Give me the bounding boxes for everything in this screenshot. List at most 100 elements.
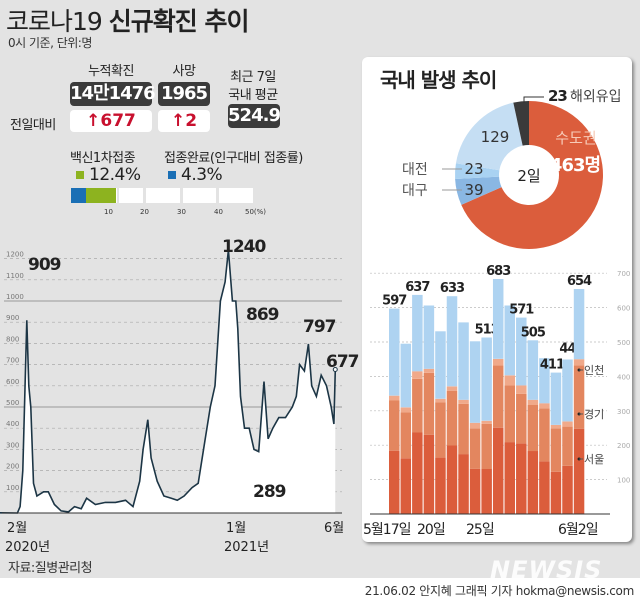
bar-segment <box>423 368 435 373</box>
y-tick-label: 700 <box>6 357 19 365</box>
y-tick-label: 400 <box>617 373 630 381</box>
bar-segment <box>516 317 527 386</box>
leader-line <box>523 96 544 103</box>
green-legend-icon <box>76 171 84 179</box>
bar-segment <box>573 359 585 366</box>
title-part: 코로나19 <box>6 7 103 36</box>
bar-segment <box>458 403 469 455</box>
bar-label: 654 <box>567 274 592 289</box>
y-tick-label: 1100 <box>6 272 24 280</box>
bar-segment <box>481 423 492 469</box>
bar-segment <box>573 428 585 514</box>
y-tick-label: 100 <box>6 484 19 492</box>
bar-segment <box>527 340 539 400</box>
bar-segment <box>435 402 446 458</box>
cumulative-change: ↑677 <box>70 110 152 132</box>
bar-segment <box>458 322 469 400</box>
bar-segment <box>492 358 504 366</box>
series-label: 인천 <box>584 363 604 377</box>
bar-segment <box>469 468 481 514</box>
pie-slice <box>461 101 603 250</box>
y-tick-label: 600 <box>6 378 19 386</box>
bar-segment <box>481 337 492 421</box>
x-tick-label: 5월17일 <box>363 522 411 538</box>
y-tick-label: 100 <box>617 477 630 485</box>
vaccine-first-label: 백신1차접종 <box>70 151 136 166</box>
y-tick-label: 200 <box>617 442 630 450</box>
avg-value: 524.9 <box>228 104 281 128</box>
bar-segment <box>458 399 469 404</box>
y-tick-label: 500 <box>617 339 630 347</box>
bar-segment <box>400 407 412 413</box>
x-tick-label: 20일 <box>417 522 445 538</box>
peak-label: 1240 <box>222 237 266 257</box>
newsis-logo: NEWSIS <box>490 556 603 584</box>
x-tick-label: 6월 <box>324 521 344 536</box>
bar-segment <box>573 365 585 429</box>
bar-label: 571 <box>509 303 534 318</box>
bar-segment <box>412 371 423 379</box>
bar-segment <box>562 421 573 427</box>
bar-segment <box>527 451 539 514</box>
bar-segment <box>400 412 412 459</box>
peak-label: 797 <box>303 317 336 337</box>
cumulative-value: 14만1476 <box>70 82 156 106</box>
series-marker <box>577 457 581 461</box>
pie-center-label: 2일 <box>517 167 540 185</box>
vaccine-tick: 40 <box>214 208 223 216</box>
title-bold: 신규확진 추이 <box>108 7 250 36</box>
peak-label: 677 <box>326 352 359 372</box>
cumulative-label: 누적확진 <box>88 64 134 79</box>
bar-segment <box>412 432 423 514</box>
bar-segment <box>550 428 562 472</box>
bar-label: 633 <box>440 281 465 296</box>
bar-segment <box>550 471 562 514</box>
y-tick-label: 200 <box>6 463 19 471</box>
bar-segment <box>389 400 400 451</box>
pie-slice <box>513 101 529 146</box>
bar-segment <box>504 385 515 443</box>
credit: 21.06.02 안지혜 그래픽 기자 hokma@newsis.com <box>364 584 635 598</box>
x-tick-year: 2021년 <box>224 540 269 555</box>
bar-segment <box>516 393 527 444</box>
death-label: 사망 <box>172 64 196 79</box>
pie-slice <box>455 163 500 179</box>
bar-segment <box>435 331 446 399</box>
bar-segment <box>527 405 539 452</box>
y-tick-label: 900 <box>6 314 19 322</box>
bar-segment <box>400 343 412 408</box>
bar-segment <box>550 424 562 429</box>
slice-value: 463명 <box>550 155 600 176</box>
x-tick-label: 25일 <box>466 522 494 538</box>
bar-segment <box>435 398 446 403</box>
bar-segment <box>389 395 400 401</box>
bar-segment <box>446 386 458 391</box>
pie-slice <box>455 102 523 171</box>
slice-name: 대전 <box>402 162 428 178</box>
series-label: 경기 <box>584 408 604 421</box>
bar-segment <box>504 442 515 514</box>
x-tick-label: 2월 <box>7 521 27 536</box>
change-label: 전일대비 <box>10 118 56 133</box>
series-marker <box>577 412 581 416</box>
death-change: ↑2 <box>158 110 210 132</box>
bar-segment <box>469 428 481 469</box>
y-tick-label: 500 <box>6 399 19 407</box>
slice-value: 23 <box>548 87 567 105</box>
bar-segment <box>562 465 573 514</box>
bar-segment <box>400 458 412 514</box>
daily-cases-chart: 100 200 300 400 500 600 700 800 900 1000 1100 1200 9… <box>0 237 360 555</box>
bar-segment <box>573 289 585 360</box>
bar-segment <box>446 296 458 387</box>
bar-segment <box>389 450 400 514</box>
bar-segment <box>389 308 400 396</box>
bar-segment <box>562 359 573 422</box>
bar-segment <box>481 468 492 514</box>
bar-segment <box>412 378 423 433</box>
series-marker <box>577 368 581 372</box>
slice-name: 수도권 <box>555 129 596 147</box>
bar-label: 597 <box>382 294 407 309</box>
bar-segment <box>550 372 562 425</box>
slice-name: 해외유입 <box>570 89 622 105</box>
bar-segment <box>458 454 469 514</box>
